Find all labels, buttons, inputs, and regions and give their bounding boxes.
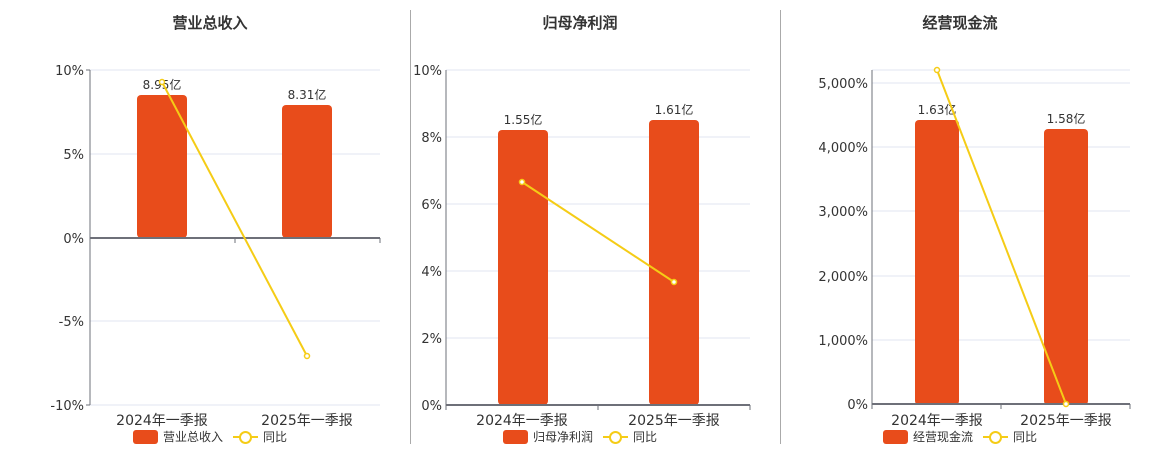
legend-bar-label[interactable]: 营业总收入 xyxy=(163,430,224,444)
svg-text:8%: 8% xyxy=(421,131,442,146)
chart-legend: 经营现金流 同比 xyxy=(883,428,1037,445)
legend-bar-swatch[interactable] xyxy=(503,429,528,444)
svg-text:2025年一季报: 2025年一季报 xyxy=(261,413,353,429)
revenue-chart-plot: 10% 5% 0% -5% -10% 8.95亿 8.31亿 2024年一季报 … xyxy=(50,64,381,429)
svg-text:6%: 6% xyxy=(421,198,442,213)
bar-2025[interactable] xyxy=(649,120,699,405)
svg-text:4,000%: 4,000% xyxy=(818,141,868,156)
svg-text:2025年一季报: 2025年一季报 xyxy=(628,413,720,429)
yoy-point[interactable] xyxy=(158,78,166,86)
yoy-point[interactable] xyxy=(933,66,941,74)
legend-line-label[interactable]: 同比 xyxy=(1013,430,1038,444)
svg-text:5,000%: 5,000% xyxy=(818,77,868,92)
svg-text:1.63亿: 1.63亿 xyxy=(918,102,957,117)
svg-text:2025年一季报: 2025年一季报 xyxy=(1020,413,1112,429)
svg-text:1.61亿: 1.61亿 xyxy=(655,102,694,117)
legend-bar-label[interactable]: 经营现金流 xyxy=(913,430,974,444)
legend-bar-swatch[interactable] xyxy=(883,429,908,444)
legend-line-label[interactable]: 同比 xyxy=(263,430,288,444)
chart-title: 经营现金流 xyxy=(922,14,998,32)
legend-line-swatch[interactable] xyxy=(603,430,629,444)
svg-text:10%: 10% xyxy=(413,64,442,79)
svg-text:2024年一季报: 2024年一季报 xyxy=(116,413,208,429)
chart-panel-revenue: 营业总收入 10% 5% 0% -5% -10% 8.95亿 8.31亿 202… xyxy=(0,0,410,450)
svg-text:4%: 4% xyxy=(421,265,442,280)
yoy-line xyxy=(161,81,308,357)
chart-title: 归母净利润 xyxy=(542,14,618,32)
bar-2025[interactable] xyxy=(282,105,332,238)
svg-text:-5%: -5% xyxy=(59,315,84,330)
svg-text:0%: 0% xyxy=(847,398,868,413)
bar-2024[interactable] xyxy=(498,130,548,405)
yoy-point[interactable] xyxy=(670,278,678,286)
svg-text:1.58亿: 1.58亿 xyxy=(1047,111,1086,126)
svg-text:-10%: -10% xyxy=(50,399,84,414)
legend-bar-swatch[interactable] xyxy=(133,429,158,444)
svg-text:2,000%: 2,000% xyxy=(818,270,868,285)
chart-title: 营业总收入 xyxy=(172,14,248,32)
legend-line-swatch[interactable] xyxy=(983,430,1009,444)
svg-text:1.55亿: 1.55亿 xyxy=(504,112,543,127)
bar-2024[interactable] xyxy=(915,120,959,405)
panel-divider xyxy=(410,10,411,444)
panel-divider xyxy=(780,10,781,444)
legend-line-label[interactable]: 同比 xyxy=(633,430,658,444)
bar-2025[interactable] xyxy=(1044,129,1088,405)
yoy-point[interactable] xyxy=(303,352,311,360)
yoy-point[interactable] xyxy=(518,178,526,186)
svg-text:10%: 10% xyxy=(55,64,84,79)
yoy-line xyxy=(521,181,675,283)
bar-2024[interactable] xyxy=(137,95,187,238)
svg-text:1,000%: 1,000% xyxy=(818,334,868,349)
svg-text:2024年一季报: 2024年一季报 xyxy=(476,413,568,429)
legend-line-swatch[interactable] xyxy=(233,430,259,444)
chart-legend: 归母净利润 同比 xyxy=(503,428,657,445)
svg-text:0%: 0% xyxy=(421,399,442,414)
svg-text:2%: 2% xyxy=(421,332,442,347)
svg-text:5%: 5% xyxy=(63,148,84,163)
svg-text:0%: 0% xyxy=(63,232,84,247)
yoy-line xyxy=(936,69,1067,405)
svg-text:8.31亿: 8.31亿 xyxy=(288,87,327,102)
legend-bar-label[interactable]: 归母净利润 xyxy=(533,430,594,444)
svg-text:3,000%: 3,000% xyxy=(818,205,868,220)
svg-text:2024年一季报: 2024年一季报 xyxy=(891,413,983,429)
net-profit-chart-plot: 10% 8% 6% 4% 2% 0% 1.55亿 1.61亿 2024年一季报 … xyxy=(413,64,751,429)
yoy-point[interactable] xyxy=(1062,400,1070,408)
chart-legend: 营业总收入 同比 xyxy=(133,428,287,445)
chart-panel-net-profit: 归母净利润 10% 8% 6% 4% 2% 0% 1.55亿 1.61亿 202… xyxy=(413,14,751,445)
